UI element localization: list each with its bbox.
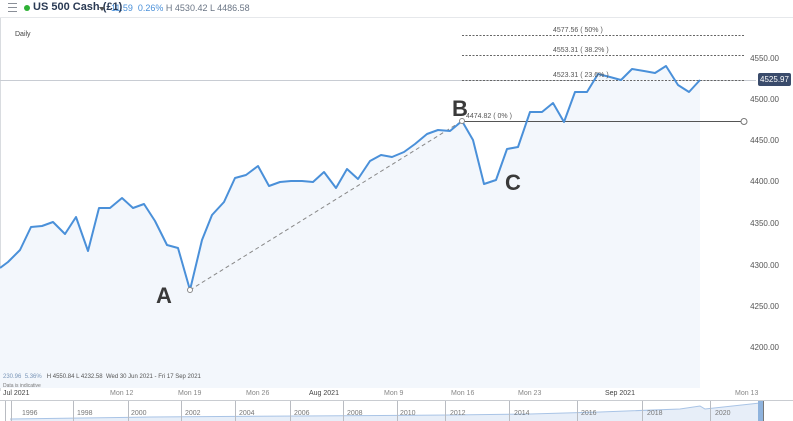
year-divider	[642, 401, 643, 421]
price-area-fill	[0, 66, 700, 388]
x-tick: Mon 13	[735, 390, 759, 397]
navigator[interactable]: 1996 1998 2000 2002 2004 2006 2008 2010 …	[0, 400, 793, 421]
y-tick: 4400.00	[750, 177, 779, 186]
navigator-year: 1998	[77, 410, 93, 417]
hamburger-menu-icon[interactable]	[8, 3, 17, 12]
year-divider	[397, 401, 398, 421]
fib-end-handle	[740, 118, 748, 125]
navigator-year: 2000	[131, 410, 147, 417]
day-high: H 4530.42	[165, 3, 208, 13]
x-tick: Mon 12	[110, 390, 134, 397]
x-tick: Mon 19	[178, 390, 202, 397]
year-divider	[343, 401, 344, 421]
year-divider	[445, 401, 446, 421]
x-tick: Mon 16	[451, 390, 475, 397]
navigator-year: 2016	[581, 410, 597, 417]
y-tick: 4550.00	[750, 54, 779, 63]
instrument-header: US 500 Cash (£1) 11.59 0.26% H 4530.42 L…	[0, 0, 793, 18]
ab-trendline	[189, 120, 463, 291]
year-divider	[509, 401, 510, 421]
x-axis: Jul 2021 Mon 12 Mon 19 Mon 26 Aug 2021 M…	[0, 390, 793, 400]
y-tick: 4200.00	[750, 343, 779, 352]
year-divider	[235, 401, 236, 421]
y-tick: 4450.00	[750, 136, 779, 145]
period-change: 230.96	[3, 374, 22, 380]
year-divider	[73, 401, 74, 421]
y-tick: 4250.00	[750, 302, 779, 311]
point-label-a: A	[156, 283, 172, 308]
x-tick: Mon 26	[246, 390, 270, 397]
period-low: L 4232.58	[76, 374, 103, 380]
navigator-year: 2002	[185, 410, 201, 417]
y-tick: 4350.00	[750, 219, 779, 228]
year-divider	[128, 401, 129, 421]
data-disclaimer: Data is indicative	[3, 383, 41, 389]
x-tick: Sep 2021	[605, 390, 635, 397]
y-tick: 4300.00	[750, 261, 779, 270]
x-tick: Aug 2021	[309, 390, 339, 397]
year-divider	[577, 401, 578, 421]
chart-left-border	[0, 18, 1, 391]
navigator-year: 2012	[450, 410, 466, 417]
x-tick: Mon 23	[518, 390, 542, 397]
instrument-stats: 11.59 0.26% H 4530.42 L 4486.58	[111, 3, 250, 13]
period-high: H 4550.84	[46, 374, 75, 380]
year-divider	[5, 401, 6, 421]
fib-23-label: 4523.31 ( 23.6% )	[553, 72, 609, 79]
period-range: Wed 30 Jun 2021 - Fri 17 Sep 2021	[105, 374, 201, 380]
price-line	[0, 65, 701, 291]
navigator-year: 2010	[400, 410, 416, 417]
fib-50-label: 4577.56 ( 50% )	[553, 27, 603, 34]
year-divider	[710, 401, 711, 421]
day-low: L 4486.58	[209, 3, 250, 13]
price-change-pct: 0.26%	[137, 3, 164, 13]
price-change: 11.59	[111, 3, 133, 13]
navigator-year: 2014	[514, 410, 530, 417]
market-open-status-icon	[24, 5, 30, 11]
navigator-right-handle[interactable]	[763, 401, 764, 421]
point-label-b: B	[452, 96, 468, 121]
year-divider	[11, 401, 12, 421]
year-divider	[181, 401, 182, 421]
year-divider	[290, 401, 291, 421]
x-tick: Jul 2021	[3, 390, 30, 397]
current-price-badge: 4525.97	[758, 73, 791, 86]
navigator-year: 2020	[715, 410, 731, 417]
point-b-handle	[459, 118, 465, 124]
navigator-year: 2004	[239, 410, 255, 417]
navigator-year: 1996	[22, 410, 38, 417]
x-tick: Mon 9	[384, 390, 404, 397]
navigator-year: 2018	[647, 410, 663, 417]
y-tick: 4500.00	[750, 95, 779, 104]
navigator-year: 2008	[347, 410, 363, 417]
navigator-range-handle[interactable]	[758, 401, 763, 421]
navigator-year: 2006	[294, 410, 310, 417]
period-summary: 230.96 5.36% H 4550.84 L 4232.58 Wed 30 …	[3, 374, 201, 380]
point-label-c: C	[505, 170, 521, 195]
navigator-series	[9, 402, 761, 421]
fib-38-label: 4553.31 ( 38.2% )	[553, 47, 609, 54]
fib-0-label: 4474.82 ( 0% )	[466, 113, 512, 120]
point-a-handle	[187, 287, 193, 293]
chevron-down-icon[interactable]	[99, 7, 105, 11]
period-change-pct: 5.36%	[24, 374, 42, 380]
interval-label: Daily	[15, 31, 31, 38]
